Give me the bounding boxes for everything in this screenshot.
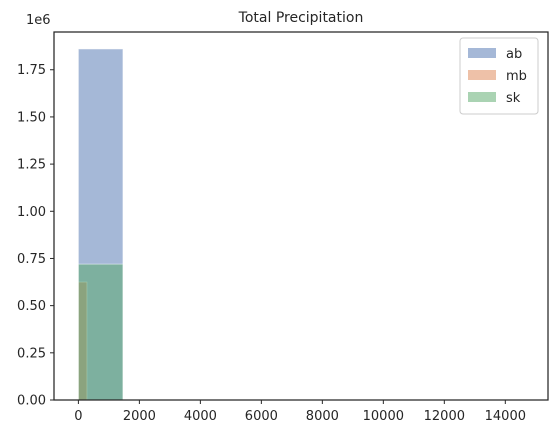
x-tick-label: 10000 <box>363 409 404 424</box>
x-tick-label: 12000 <box>424 409 465 424</box>
y-tick-label: 1.75 <box>17 63 46 78</box>
x-tick-label: 6000 <box>245 409 278 424</box>
x-tick-label: 2000 <box>123 409 156 424</box>
chart-title: Total Precipitation <box>238 10 364 26</box>
legend-label-ab: ab <box>506 47 522 62</box>
legend-swatch-ab <box>468 48 496 58</box>
bar-sk-0 <box>77 263 124 401</box>
y-axis-offset-label: 1e6 <box>26 13 51 28</box>
x-tick-label: 4000 <box>184 409 217 424</box>
legend: ab mb sk <box>459 37 539 115</box>
x-tick-label: 14000 <box>485 409 526 424</box>
x-tick-label: 8000 <box>306 409 339 424</box>
legend-swatch-mb <box>468 70 496 80</box>
x-tick-label: 0 <box>74 409 82 424</box>
y-axis: 0.00 0.25 0.50 0.75 1.00 1.25 1.50 1.75 <box>17 63 54 409</box>
bars-layer <box>77 48 124 401</box>
y-tick-label: 0.00 <box>17 394 46 409</box>
legend-swatch-sk <box>468 92 496 102</box>
y-tick-label: 1.00 <box>17 205 46 220</box>
legend-label-sk: sk <box>506 91 521 106</box>
y-tick-label: 1.25 <box>17 158 46 173</box>
x-axis: 0 2000 4000 6000 8000 10000 12000 14000 <box>74 400 526 424</box>
y-tick-label: 0.25 <box>17 346 46 361</box>
y-tick-label: 1.50 <box>17 110 46 125</box>
legend-label-mb: mb <box>506 69 527 84</box>
y-tick-label: 0.50 <box>17 299 46 314</box>
axes-frame <box>53 31 549 401</box>
y-tick-label: 0.75 <box>17 252 46 267</box>
